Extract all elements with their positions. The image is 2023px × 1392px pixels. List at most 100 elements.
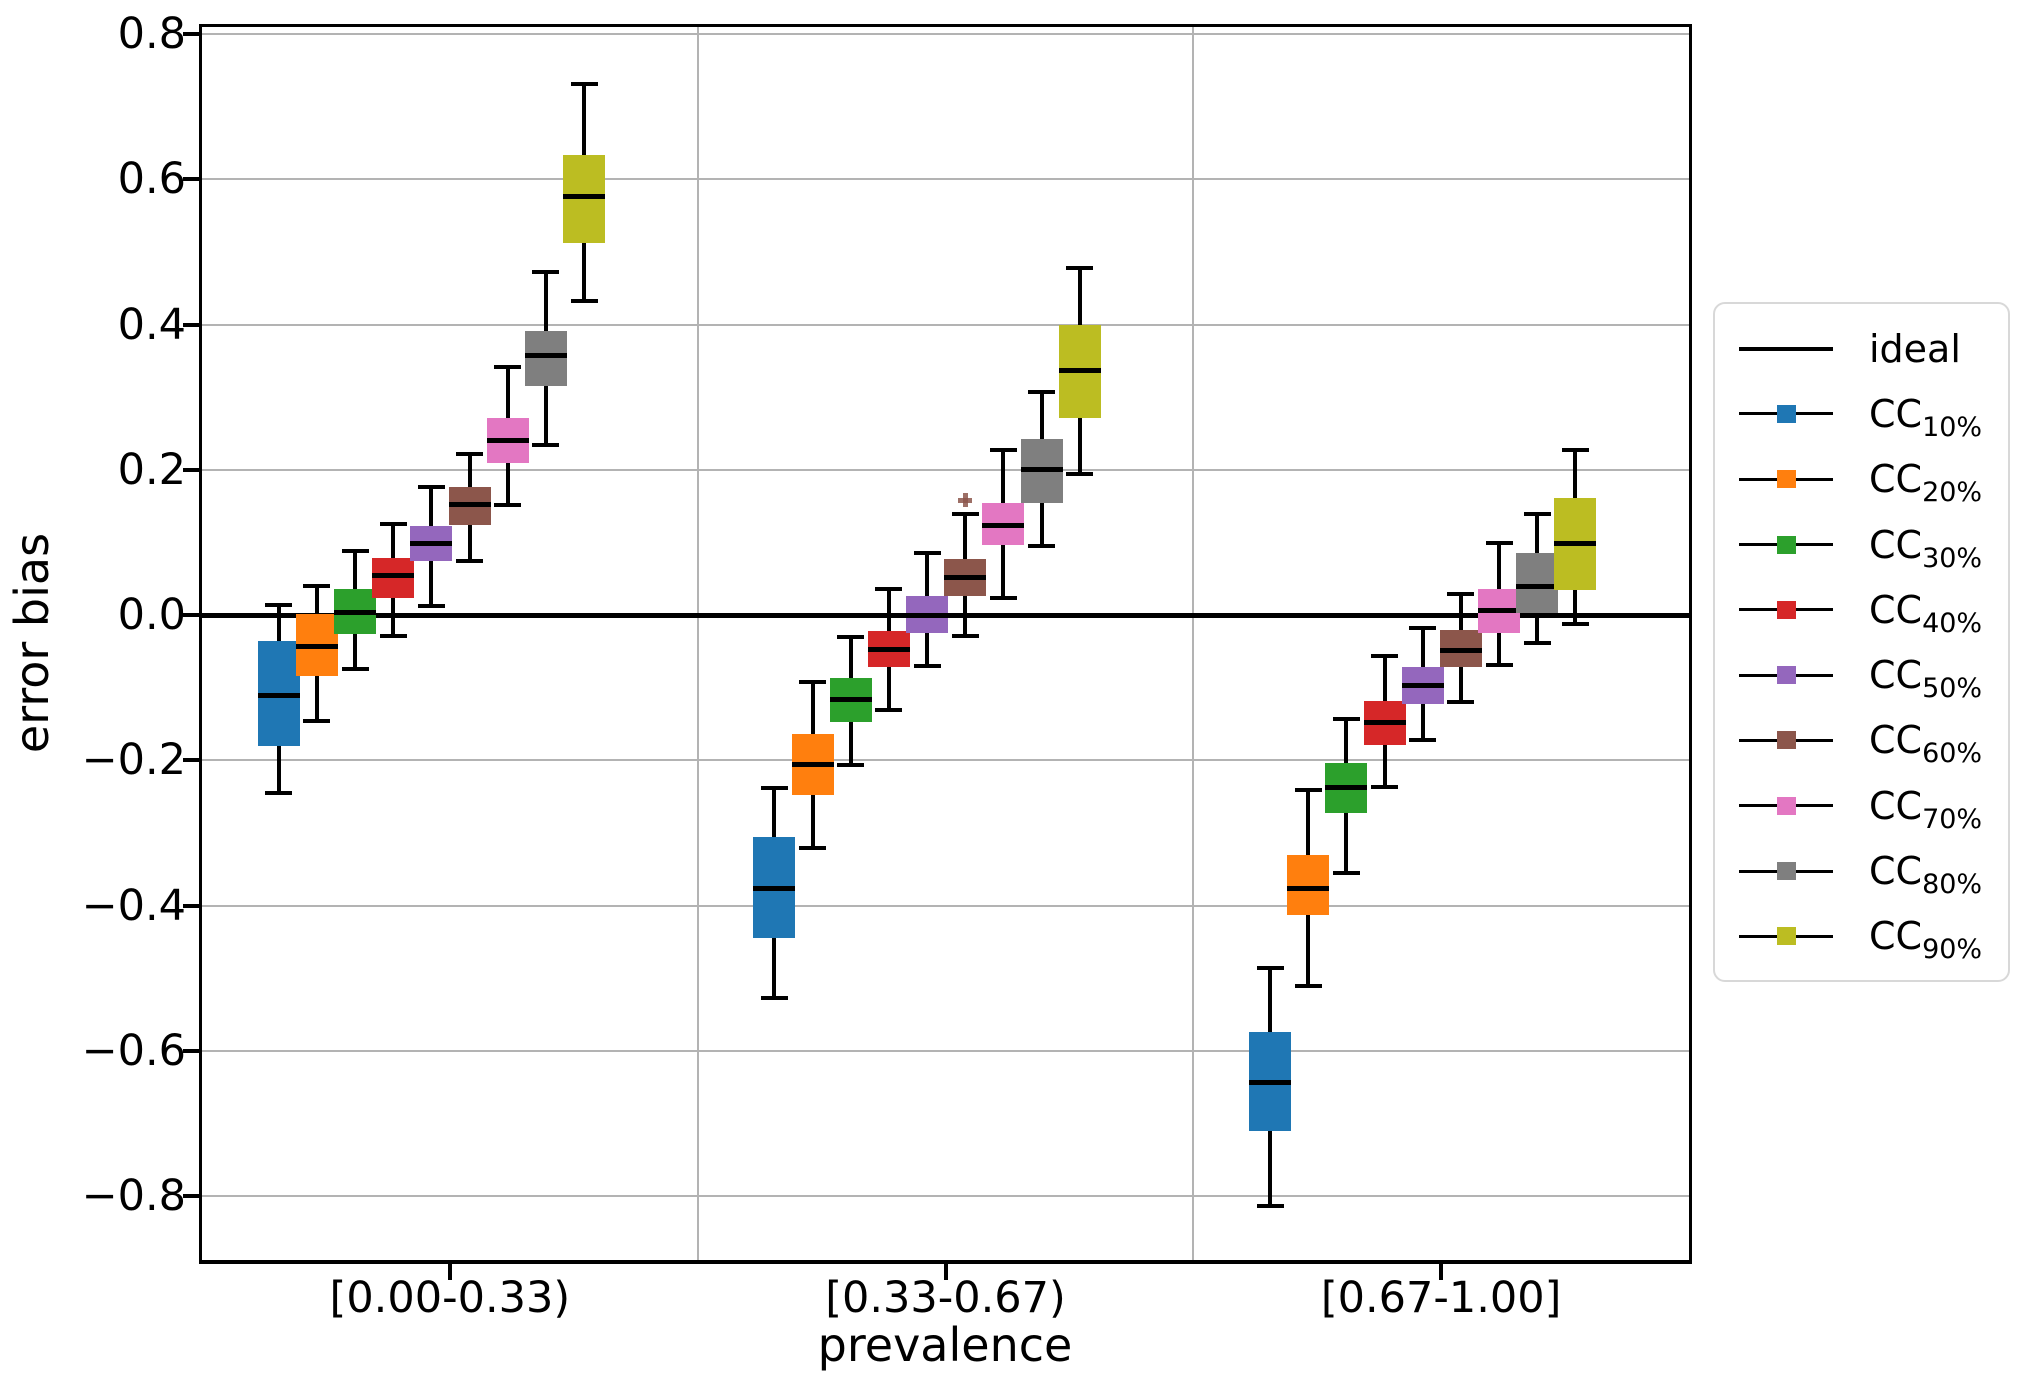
legend-label-subscript: 70% xyxy=(1922,803,1983,835)
median-cc20-group2 xyxy=(791,761,834,767)
legend-label-cc60: CC60% xyxy=(1869,718,1983,770)
legend-box-marker-cc60 xyxy=(1776,731,1796,750)
legend-box-marker-cc50 xyxy=(1776,666,1796,685)
cap-bottom-cc40-group2 xyxy=(875,707,903,712)
cap-top-cc40-group1 xyxy=(379,522,407,527)
y-tick-label-−0.2: −0.2 xyxy=(81,735,186,786)
median-cc40-group1 xyxy=(372,572,415,578)
median-cc20-group3 xyxy=(1287,885,1330,891)
y-tick-0.6 xyxy=(183,177,199,182)
cap-bottom-cc50-group2 xyxy=(913,664,941,668)
legend-label-cc70: CC70% xyxy=(1869,783,1983,835)
cap-bottom-cc60-group1 xyxy=(456,559,484,564)
legend-box-marker-cc80 xyxy=(1776,862,1796,881)
cap-top-cc40-group2 xyxy=(875,587,903,592)
cap-top-cc30-group1 xyxy=(341,549,369,554)
median-cc70-group3 xyxy=(1478,608,1521,614)
cap-top-cc70-group3 xyxy=(1485,540,1513,545)
median-cc90-group1 xyxy=(563,194,606,200)
legend-label-cc30: CC30% xyxy=(1869,522,1983,574)
group-separator-2 xyxy=(1192,27,1195,1260)
y-tick-label-0.0: 0.0 xyxy=(117,590,186,641)
legend-label-subscript: 20% xyxy=(1922,477,1983,509)
legend-box-marker-cc70 xyxy=(1776,796,1796,815)
legend-label-cc20: CC20% xyxy=(1869,457,1983,509)
legend-row-cc90: CC90% xyxy=(1727,904,2008,969)
gridline-0.6 xyxy=(202,178,1689,181)
cap-bottom-cc90-group2 xyxy=(1066,471,1094,476)
cap-top-cc40-group3 xyxy=(1371,653,1399,658)
bottom-spine xyxy=(199,1260,1692,1264)
median-cc70-group2 xyxy=(982,523,1025,529)
legend-box-marker-cc90 xyxy=(1776,927,1796,946)
gridline-−0.6 xyxy=(202,1049,1689,1052)
flier-icon-cc60-group2-v0 xyxy=(962,493,968,508)
median-cc10-group3 xyxy=(1249,1080,1292,1086)
cap-bottom-cc30-group3 xyxy=(1332,870,1360,875)
cap-bottom-cc70-group1 xyxy=(494,502,522,507)
cap-top-cc80-group3 xyxy=(1523,512,1551,517)
cap-bottom-cc60-group3 xyxy=(1447,699,1475,704)
cap-top-cc60-group2 xyxy=(951,512,979,517)
gridline-−0.8 xyxy=(202,1195,1689,1198)
legend: ideal CC10% CC20% CC30% CC40% CC50% CC60% CC70%… xyxy=(1713,302,2010,982)
y-tick-label-−0.8: −0.8 xyxy=(81,1171,186,1222)
cap-bottom-cc10-group3 xyxy=(1256,1203,1284,1208)
legend-label-cc50: CC50% xyxy=(1869,653,1983,705)
median-cc90-group2 xyxy=(1058,367,1101,373)
box-cc40-group1 xyxy=(372,557,415,598)
cap-top-cc90-group3 xyxy=(1561,448,1589,453)
cap-top-cc70-group1 xyxy=(494,364,522,369)
cap-top-cc30-group3 xyxy=(1332,717,1360,722)
cap-bottom-cc40-group3 xyxy=(1371,784,1399,789)
legend-row-cc80: CC80% xyxy=(1727,838,2008,903)
cap-bottom-cc10-group2 xyxy=(760,995,788,1000)
x-tick-2 xyxy=(943,1264,948,1280)
legend-label-subscript: 80% xyxy=(1922,869,1983,901)
box-cc10-group1 xyxy=(257,640,300,746)
y-tick-0.0 xyxy=(183,613,199,618)
legend-box-marker-cc20 xyxy=(1776,470,1796,489)
median-cc80-group3 xyxy=(1516,583,1559,589)
median-cc60-group3 xyxy=(1439,648,1482,654)
cap-bottom-cc30-group1 xyxy=(341,666,369,671)
y-tick-label-0.4: 0.4 xyxy=(117,299,186,350)
x-tick-label-1: [0.00-0.33) xyxy=(329,1273,571,1323)
cap-bottom-cc90-group1 xyxy=(570,299,598,304)
median-cc60-group1 xyxy=(448,502,491,508)
y-tick-label-0.2: 0.2 xyxy=(117,444,186,495)
y-tick-0.8 xyxy=(183,32,199,37)
gridline-0.8 xyxy=(202,33,1689,36)
cap-top-cc90-group2 xyxy=(1066,266,1094,271)
cap-bottom-cc10-group1 xyxy=(265,791,293,796)
cap-top-cc50-group3 xyxy=(1409,625,1437,630)
cap-bottom-cc90-group3 xyxy=(1561,621,1589,626)
legend-row-cc20: CC20% xyxy=(1727,447,2008,512)
cap-top-cc90-group1 xyxy=(570,81,598,86)
cap-bottom-cc80-group2 xyxy=(1028,544,1056,549)
cap-top-cc50-group2 xyxy=(913,551,941,556)
cap-bottom-cc50-group3 xyxy=(1409,738,1437,743)
left-spine xyxy=(199,27,202,1263)
median-cc10-group2 xyxy=(753,886,796,892)
median-cc60-group2 xyxy=(944,574,987,580)
median-cc20-group1 xyxy=(295,643,338,649)
y-tick-−0.2 xyxy=(183,758,199,763)
y-tick-−0.4 xyxy=(183,903,199,908)
median-cc80-group1 xyxy=(524,352,567,358)
legend-label-subscript: 90% xyxy=(1922,934,1983,966)
median-cc50-group2 xyxy=(906,613,949,619)
cap-top-cc60-group1 xyxy=(456,451,484,456)
group-separator-1 xyxy=(696,27,699,1260)
legend-box-marker-cc40 xyxy=(1776,600,1796,619)
median-cc30-group3 xyxy=(1325,784,1368,790)
legend-row-cc70: CC70% xyxy=(1727,773,2008,838)
median-cc80-group2 xyxy=(1020,467,1063,473)
cap-top-cc10-group3 xyxy=(1256,966,1284,971)
cap-bottom-cc20-group2 xyxy=(799,846,827,851)
cap-top-cc60-group3 xyxy=(1447,592,1475,597)
legend-row-cc40: CC40% xyxy=(1727,577,2008,642)
cap-bottom-cc50-group1 xyxy=(417,603,445,608)
cap-bottom-cc70-group2 xyxy=(989,595,1017,600)
median-cc10-group1 xyxy=(257,693,300,699)
